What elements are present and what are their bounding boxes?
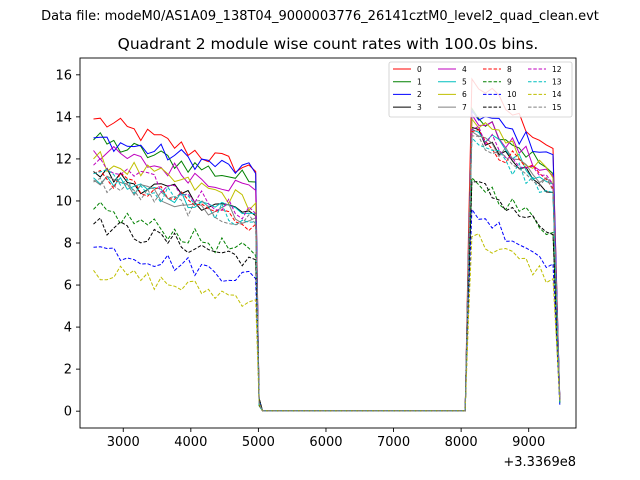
- y-tick-label: 4: [64, 321, 72, 336]
- x-offset-label: +3.3369e8: [503, 455, 576, 470]
- x-tick-label: 8000: [445, 435, 478, 450]
- chart-title: Quadrant 2 module wise count rates with …: [118, 35, 539, 53]
- y-tick-label: 14: [55, 110, 72, 125]
- legend-label-10: 10: [507, 90, 517, 99]
- series-line-15: [93, 135, 561, 412]
- legend-label-5: 5: [462, 78, 467, 87]
- figure-suptitle: Data file: modeM0/AS1A09_138T04_90000037…: [41, 9, 599, 24]
- x-tick-label: 5000: [242, 435, 275, 450]
- legend-label-7: 7: [462, 103, 467, 112]
- legend-box: [388, 61, 573, 118]
- y-tick-label: 12: [55, 152, 72, 167]
- legend-label-11: 11: [507, 103, 517, 112]
- legend-label-9: 9: [507, 78, 512, 87]
- series-layer: [93, 77, 561, 412]
- x-tick-label: 4000: [174, 435, 207, 450]
- x-tick-label: 9000: [512, 435, 545, 450]
- plot-frame: [79, 57, 577, 429]
- y-tick-label: 10: [55, 194, 72, 209]
- legend-label-8: 8: [507, 65, 512, 74]
- legend-label-0: 0: [417, 65, 422, 74]
- legend-label-15: 15: [552, 103, 562, 112]
- legend-label-1: 1: [417, 78, 422, 87]
- legend-label-6: 6: [462, 90, 467, 99]
- plot-area: [80, 58, 576, 428]
- y-tick-label: 8: [64, 237, 72, 252]
- legend-label-4: 4: [462, 65, 467, 74]
- legend-label-2: 2: [417, 90, 422, 99]
- y-tick-label: 2: [64, 363, 72, 378]
- axes-layer: 3000 4000 5000 6000 7000 8000 9000024681012141…: [55, 68, 545, 450]
- legend-label-12: 12: [552, 65, 562, 74]
- y-tick-label: 16: [55, 68, 72, 83]
- legend-label-14: 14: [552, 90, 562, 99]
- legend-label-13: 13: [552, 78, 562, 87]
- series-line-9: [93, 176, 561, 412]
- x-tick-label: 7000: [377, 435, 410, 450]
- y-tick-label: 0: [64, 405, 72, 420]
- x-tick-label: 3000: [107, 435, 140, 450]
- y-tick-label: 6: [64, 279, 72, 294]
- legend-label-3: 3: [417, 103, 422, 112]
- x-tick-label: 6000: [309, 435, 342, 450]
